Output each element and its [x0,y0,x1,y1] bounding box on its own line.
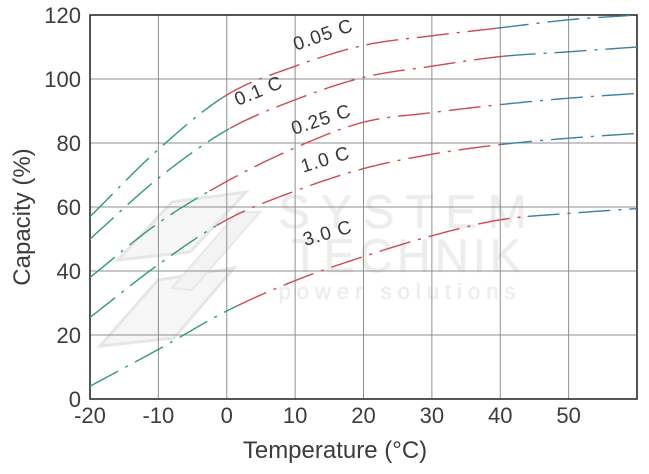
y-axis-title: Capacity (%) [9,148,36,286]
curve-0.05c [89,96,224,218]
curve-label-3.0c: 3.0 C [301,217,355,251]
y-tick-label: 120 [44,3,81,28]
y-tick-label: 80 [57,131,81,156]
curve-0.1c [89,128,230,240]
curve-3.0c [236,215,527,307]
x-tick-label: -20 [74,403,106,428]
curve-1.0c [89,225,217,318]
curve-0.25c [89,190,211,278]
curve-label-0.1c: 0.1 C [232,72,287,110]
curve-1.0c [216,143,501,227]
x-tick-label: -10 [142,403,174,428]
x-axis-title: Temperature (°C) [242,437,428,464]
curve-3.0c [89,305,238,387]
x-tick-label: 30 [420,403,444,428]
curve-0.1c [503,46,638,57]
curve-1.0c [500,132,638,146]
y-tick-label: 100 [44,67,81,92]
curve-label-0.25c: 0.25 C [289,101,354,140]
watermark-tagline: power solutions [278,279,522,304]
curve-3.0c [527,207,638,218]
y-tick-label: 40 [57,259,81,284]
plot-border [89,14,638,400]
x-tick-label: 50 [556,403,580,428]
curve-label-1.0c: 1.0 C [298,143,352,178]
curve-0.25c [500,92,638,106]
watermark-brand-line1: SYSTEM [278,185,538,238]
watermark-brand-line2: TECHNIK [290,229,526,282]
y-tick-label: 60 [57,195,81,220]
x-tick-label: 0 [221,403,233,428]
y-tick-label: 20 [57,323,81,348]
curve-0.25c [209,103,500,192]
curve-0.05c [496,14,637,29]
x-tick-label: 40 [488,403,512,428]
x-tick-label: 20 [351,403,375,428]
x-tick-label: 10 [283,403,307,428]
y-tick-label: 0 [69,387,81,412]
